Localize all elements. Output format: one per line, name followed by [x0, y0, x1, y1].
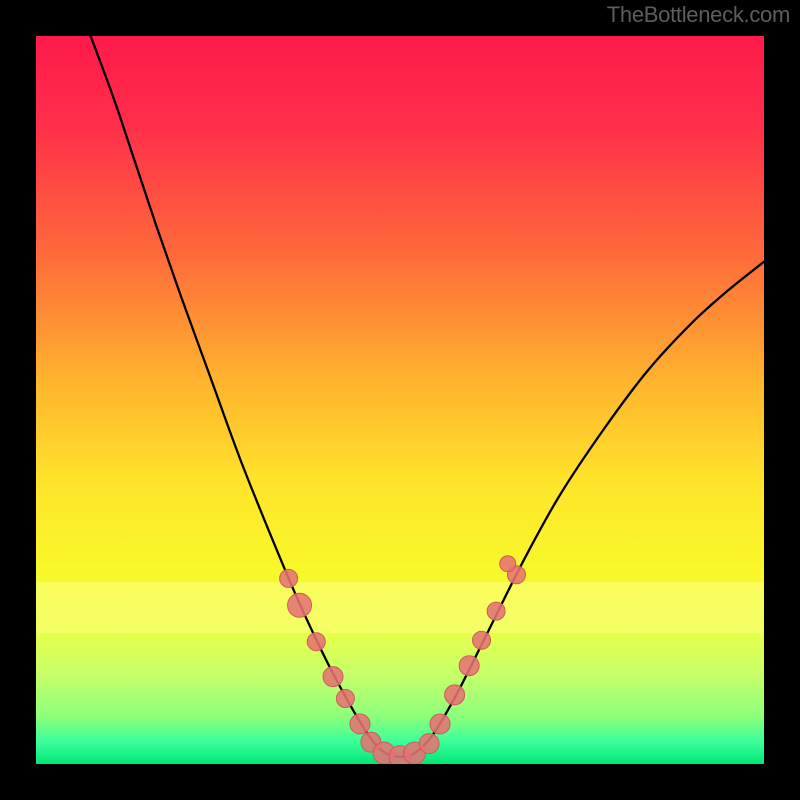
marker-dot: [459, 656, 479, 676]
watermark-label: TheBottleneck.com: [607, 2, 790, 28]
marker-dot: [487, 602, 505, 620]
plot-area: [36, 36, 764, 764]
marker-dot: [323, 667, 343, 687]
marker-dot: [288, 593, 312, 617]
marker-dot: [473, 631, 491, 649]
marker-dot: [350, 714, 370, 734]
marker-dot: [307, 633, 325, 651]
marker-dot: [336, 689, 354, 707]
pale-yellow-band: [36, 582, 764, 633]
marker-dot: [430, 714, 450, 734]
plot-svg: [36, 36, 764, 764]
marker-dot: [445, 685, 465, 705]
marker-dot: [500, 556, 516, 572]
marker-dot: [280, 569, 298, 587]
chart-frame: TheBottleneck.com: [0, 0, 800, 800]
gradient-background: [36, 36, 764, 764]
marker-dot: [419, 734, 439, 754]
